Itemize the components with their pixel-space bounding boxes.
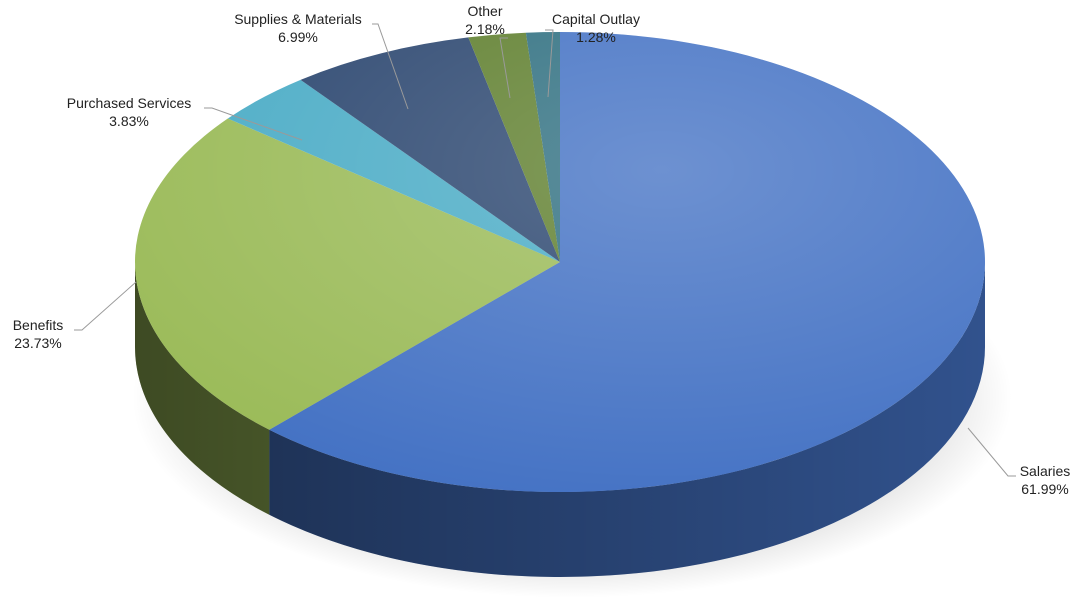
slice-value-label: 3.83% — [109, 113, 149, 129]
leader-line-3 — [372, 23, 409, 110]
side-shade — [135, 262, 985, 577]
slice-label: Purchased Services — [67, 95, 192, 111]
slice-label: Benefits — [13, 317, 64, 333]
slice-label: Supplies & Materials — [234, 11, 362, 27]
slice-value-label: 61.99% — [1021, 481, 1068, 497]
leader-line-4 — [499, 37, 511, 99]
leader-line-0 — [967, 427, 1016, 477]
slice-value-label: 6.99% — [278, 29, 318, 45]
leader-line-1 — [74, 281, 137, 331]
leader-line-5 — [545, 29, 554, 98]
pie-slices — [135, 32, 986, 492]
pie-sides — [135, 262, 985, 577]
slice-label: Other — [467, 3, 502, 19]
slice-value-label: 2.18% — [465, 21, 505, 37]
top-shine — [135, 32, 985, 492]
slice-label: Capital Outlay — [552, 11, 640, 27]
slice-value-label: 1.28% — [576, 29, 616, 45]
leader-line-2 — [204, 107, 303, 141]
slice-value-label: 23.73% — [14, 335, 61, 351]
slice-label: Salaries — [1020, 463, 1071, 479]
pie-labels: Salaries 61.99% Benefits 23.73% Purchased Se… — [13, 3, 1071, 497]
